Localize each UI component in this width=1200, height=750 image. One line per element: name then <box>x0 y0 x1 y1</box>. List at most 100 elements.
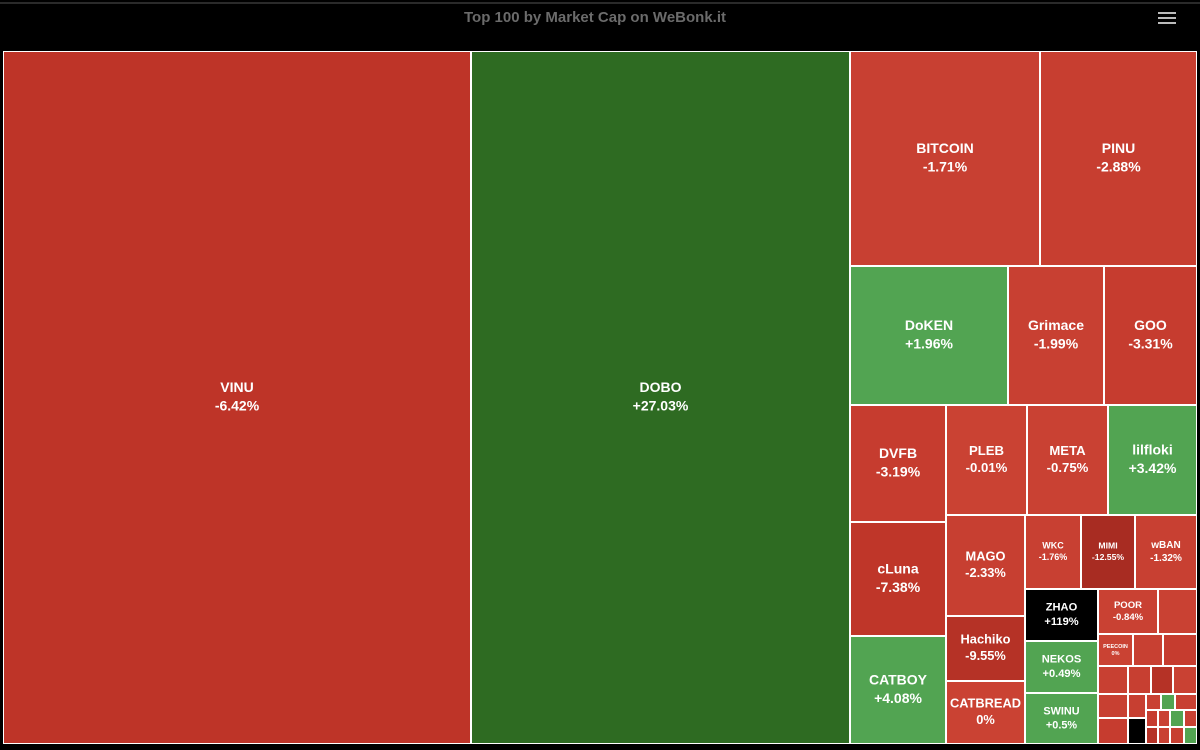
tile[interactable] <box>1176 695 1196 709</box>
tile-name: SWINU <box>1043 705 1079 717</box>
tile-group[interactable]: NEKOS +0.49% <box>1026 642 1097 692</box>
tile[interactable] <box>1099 667 1127 693</box>
tile[interactable] <box>1147 728 1157 743</box>
tile[interactable] <box>1028 406 1107 514</box>
tile[interactable] <box>1129 695 1145 717</box>
tile[interactable] <box>947 617 1024 680</box>
tile-group[interactable]: POOR-0.84% <box>1099 590 1157 633</box>
tile[interactable] <box>851 267 1007 404</box>
tile[interactable] <box>947 516 1024 615</box>
tile-group[interactable]: MIMI-12.55% <box>1082 516 1134 588</box>
tile-group[interactable]: PINU -2.88% <box>1041 52 1196 265</box>
tile[interactable] <box>1129 667 1150 693</box>
tile[interactable] <box>1159 711 1169 726</box>
tile-name: lilfloki <box>1132 442 1172 458</box>
tile[interactable] <box>851 406 945 521</box>
tile-group[interactable]: VINU -6.42% <box>4 52 470 743</box>
tile[interactable] <box>1185 728 1196 743</box>
tile-change: +119% <box>1044 616 1078 628</box>
tile[interactable] <box>1159 728 1169 743</box>
tile[interactable] <box>1164 635 1196 665</box>
tile[interactable] <box>1147 711 1157 726</box>
tile[interactable] <box>1159 590 1196 633</box>
tile[interactable] <box>1171 728 1183 743</box>
tile[interactable] <box>1099 635 1132 665</box>
tile-change: -3.31% <box>1128 335 1173 351</box>
tile[interactable] <box>851 523 945 635</box>
tile-change: -12.55% <box>1092 552 1125 562</box>
tile-name: Hachiko <box>961 632 1011 647</box>
tile-group[interactable]: DVFB -3.19% <box>851 406 945 521</box>
tile-group[interactable]: ZHAO +119% <box>1026 590 1097 640</box>
tile-group[interactable]: DOBO +27.03% <box>472 52 849 743</box>
tile[interactable] <box>1129 719 1145 743</box>
tile[interactable] <box>1041 52 1196 265</box>
tile-group[interactable]: MAGO-2.33% <box>947 516 1024 615</box>
tile-name: BITCOIN <box>916 140 974 156</box>
tile-group[interactable]: Hachiko-9.55% <box>947 617 1024 680</box>
tile[interactable] <box>1026 642 1097 692</box>
tile[interactable] <box>1026 516 1080 588</box>
tile[interactable] <box>1152 667 1172 693</box>
tile-name: VINU <box>220 379 253 395</box>
tile-change: 0% <box>976 712 995 727</box>
tile[interactable] <box>1109 406 1196 514</box>
tile-name: PEECOIN <box>1103 644 1128 650</box>
tile-group[interactable]: cLuna -7.38% <box>851 523 945 635</box>
tile-change: -1.76% <box>1039 552 1068 562</box>
menu-button[interactable] <box>1158 12 1176 24</box>
tile-change: -6.42% <box>215 397 260 413</box>
tile[interactable] <box>1185 711 1196 726</box>
tile[interactable] <box>947 682 1024 743</box>
tile-name: PINU <box>1102 140 1135 156</box>
tile-group[interactable]: CATBOY +4.08% <box>851 637 945 743</box>
tile-name: PLEB <box>969 443 1004 458</box>
tile[interactable] <box>1099 590 1157 633</box>
tile-group[interactable]: wBAN -1.32% <box>1136 516 1196 588</box>
tile-change: 0% <box>1112 651 1120 657</box>
tile[interactable] <box>1099 719 1127 743</box>
tile-group[interactable]: WKC-1.76% <box>1026 516 1080 588</box>
tile-group[interactable]: lilfloki +3.42% <box>1109 406 1196 514</box>
tile-group[interactable]: SWINU +0.5% <box>1026 694 1097 743</box>
tile[interactable] <box>947 406 1026 514</box>
tile[interactable] <box>4 52 470 743</box>
tile-group[interactable]: PLEB -0.01% <box>947 406 1026 514</box>
tile-change: +0.49% <box>1043 668 1081 680</box>
tile[interactable] <box>851 52 1039 265</box>
tile-name: MAGO <box>966 549 1006 564</box>
tile[interactable] <box>1026 694 1097 743</box>
tile-name: Grimace <box>1028 317 1084 333</box>
tile-change: -3.19% <box>876 463 921 479</box>
tile-group[interactable]: DoKEN +1.96% <box>851 267 1007 404</box>
tile[interactable] <box>1171 711 1183 726</box>
tile-name: DVFB <box>879 445 917 461</box>
tile[interactable] <box>1134 635 1162 665</box>
tile-name: cLuna <box>877 561 918 577</box>
tile-change: -1.71% <box>923 158 968 174</box>
tile-name: MIMI <box>1098 541 1117 551</box>
tile[interactable] <box>1082 516 1134 588</box>
tile[interactable] <box>1162 695 1174 709</box>
tile-group[interactable]: GOO -3.31% <box>1105 267 1196 404</box>
tile[interactable] <box>1009 267 1103 404</box>
tile[interactable] <box>1026 590 1097 640</box>
tile[interactable] <box>1147 695 1160 709</box>
tile-group[interactable]: META -0.75% <box>1028 406 1107 514</box>
page-title: Top 100 by Market Cap on WeBonk.it <box>464 9 726 26</box>
tile[interactable] <box>1136 516 1196 588</box>
tile-change: -1.32% <box>1150 553 1182 564</box>
tile-name: GOO <box>1134 317 1167 333</box>
tile-group[interactable]: BITCOIN -1.71% <box>851 52 1039 265</box>
tile-group[interactable]: Grimace -1.99% <box>1009 267 1103 404</box>
menu-bar <box>1158 17 1176 19</box>
tile[interactable] <box>1099 695 1127 717</box>
tile[interactable] <box>1174 667 1196 693</box>
tile[interactable] <box>472 52 849 743</box>
tile-name: WKC <box>1042 541 1064 551</box>
tile-change: -1.99% <box>1034 335 1079 351</box>
tile[interactable] <box>1105 267 1196 404</box>
tile[interactable] <box>851 637 945 743</box>
